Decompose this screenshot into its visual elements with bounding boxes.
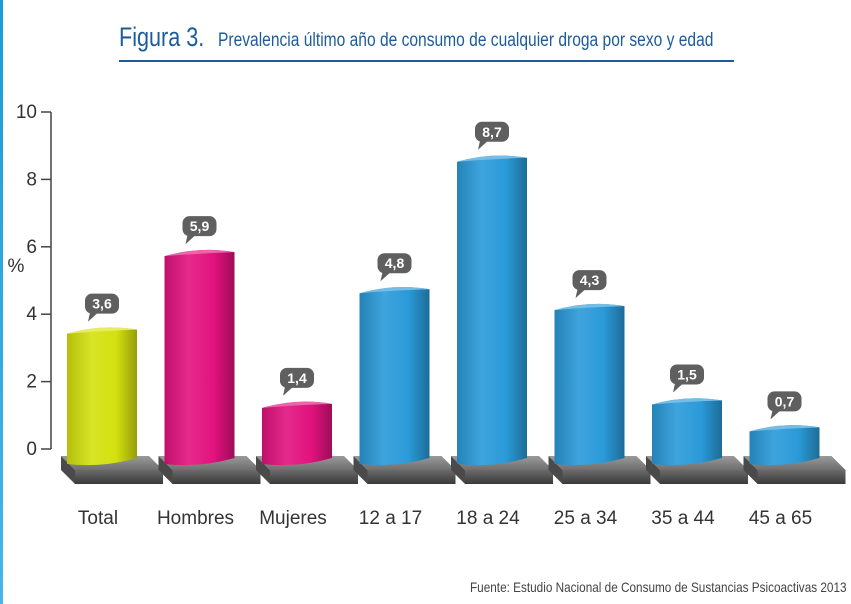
bar — [359, 286, 430, 466]
value-callout-tail — [185, 235, 196, 245]
value-callout — [377, 253, 412, 274]
bar-top — [67, 327, 137, 334]
value-callout-tail — [88, 312, 98, 322]
bar-base-front — [270, 470, 358, 484]
bar — [164, 249, 235, 466]
bar-base-front — [172, 470, 261, 484]
chart-title: Figura 3. Prevalencia último año de cons… — [119, 22, 734, 62]
bar-base-front — [367, 470, 456, 484]
bar-base-front — [75, 470, 163, 484]
bar-top — [749, 425, 820, 432]
y-tick-label: 0 — [26, 439, 37, 460]
bar — [457, 155, 527, 466]
bar-base-front — [660, 470, 748, 484]
value-callout-tail — [770, 410, 781, 420]
value-callout-tail — [673, 383, 683, 393]
bar-base-side — [646, 456, 660, 484]
value-callout — [475, 121, 509, 142]
bar-base-side — [61, 456, 75, 484]
category-label: 45 a 65 — [749, 508, 812, 529]
bar-base-side — [743, 456, 758, 484]
value-callout — [182, 216, 217, 237]
value-label: 1,4 — [287, 370, 307, 386]
category-label: Mujeres — [259, 508, 327, 529]
bar-base-front — [465, 470, 553, 484]
category-label: Total — [78, 508, 118, 529]
source-note: Fuente: Estudio Nacional de Consumo de S… — [470, 579, 847, 595]
bar-group: 1,4 — [256, 367, 358, 484]
y-axis-label: % — [8, 256, 25, 277]
value-callout-tail — [283, 386, 293, 396]
category-label: 25 a 34 — [554, 508, 618, 529]
category-label: 35 a 44 — [651, 508, 715, 529]
y-tick-label: 6 — [26, 237, 37, 258]
value-label: 0,7 — [775, 393, 795, 409]
left-accent-bar — [0, 0, 3, 604]
value-callout-tail — [380, 272, 391, 282]
bar-base-front — [562, 470, 651, 484]
bar-group: 4,8 — [353, 253, 456, 484]
value-callout-tail — [575, 289, 586, 299]
y-tick-label: 2 — [26, 372, 37, 393]
category-labels: Total Hombres Mujeres 12 a 17 18 a 24 25 a 34… — [78, 508, 812, 529]
value-label: 4,8 — [385, 255, 405, 271]
value-callout — [767, 391, 802, 412]
value-callout — [85, 293, 119, 314]
bar-top — [457, 155, 527, 162]
y-axis: 0 2 4 6 8 10% — [8, 102, 52, 460]
value-label: 4,3 — [580, 272, 600, 288]
bar-top — [652, 398, 722, 405]
bar-group: 3,6 — [61, 293, 163, 484]
bar-base-side — [548, 456, 563, 484]
bar-base-side — [256, 456, 270, 484]
category-label: 12 a 17 — [359, 508, 422, 529]
y-tick-label: 10 — [16, 102, 37, 123]
bar-base-side — [158, 456, 173, 484]
value-callout — [280, 367, 314, 388]
bar-group: 4,3 — [548, 270, 651, 484]
bar — [262, 401, 332, 466]
bar-group: 8,7 — [451, 121, 553, 484]
bar-group: 0,7 — [743, 391, 846, 484]
bar — [67, 327, 137, 466]
bar-base-side — [451, 456, 465, 484]
category-label: 18 a 24 — [456, 508, 520, 529]
bar-group: 5,9 — [158, 216, 261, 484]
bar-top — [164, 249, 235, 257]
bar — [554, 303, 625, 466]
bar-base-front — [757, 470, 846, 484]
bar — [652, 398, 722, 466]
bar-base-side — [353, 456, 368, 484]
figure-number: Figura 3. — [119, 22, 205, 52]
bar — [749, 425, 820, 466]
value-label: 1,5 — [677, 366, 697, 382]
value-callout — [670, 364, 704, 385]
bar-top — [262, 401, 332, 408]
bars: 3,6 5,9 1,4 4,8 8,7 4,3 1,5 0,7 — [61, 121, 846, 484]
y-tick-label: 8 — [26, 169, 37, 190]
value-label: 3,6 — [92, 296, 112, 312]
value-label: 5,9 — [190, 218, 210, 234]
title-text: Prevalencia último año de consumo de cua… — [218, 30, 714, 51]
y-tick-label: 4 — [26, 304, 37, 325]
value-label: 8,7 — [482, 124, 502, 140]
category-label: Hombres — [157, 508, 234, 529]
bar-top — [554, 303, 625, 311]
value-callout — [572, 270, 607, 291]
value-callout-tail — [478, 140, 488, 150]
bar-top — [359, 286, 430, 294]
bar-group: 1,5 — [646, 364, 748, 484]
